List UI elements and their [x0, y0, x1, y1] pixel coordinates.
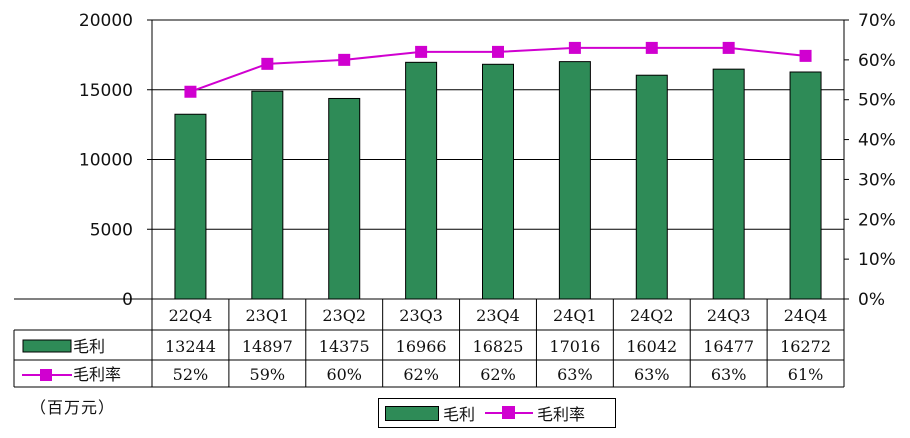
y-right-tick-label: 50% [858, 91, 896, 111]
marker-gross-margin [261, 57, 274, 70]
table-cell-gross-margin: 60% [326, 365, 362, 384]
table-cell-gross-profit: 14375 [319, 337, 370, 356]
bar-gross-profit [712, 68, 745, 300]
table-row-label-bar: 毛利 [73, 337, 105, 356]
legend-line-label: 毛利率 [537, 405, 586, 424]
table-line-key-marker [40, 369, 52, 381]
legend-bar-label: 毛利 [443, 405, 476, 424]
legend-item-bar: 毛利 [385, 401, 475, 425]
legend-item-line: 毛利率 [485, 401, 585, 425]
marker-gross-margin [184, 85, 197, 98]
y-left-tick-label: 10000 [79, 151, 133, 171]
table-cell-gross-margin: 62% [480, 365, 516, 384]
bar-gross-profit [174, 113, 207, 300]
table-cell-gross-margin: 59% [250, 365, 286, 384]
bar-gross-profit [405, 61, 438, 300]
bar-gross-profit [635, 74, 668, 300]
table-cell-gross-profit: 16966 [396, 337, 447, 356]
y-right-tick-label: 0% [858, 290, 885, 310]
y-left-tick-label: 20000 [79, 11, 133, 31]
x-tick-label: 24Q2 [630, 306, 674, 325]
legend-line-swatch [485, 406, 534, 420]
legend-bar-swatch [385, 405, 439, 421]
marker-gross-margin [568, 41, 581, 54]
marker-gross-margin [722, 41, 735, 54]
x-tick-label: 24Q4 [784, 306, 828, 325]
y-right-tick-label: 30% [858, 170, 896, 190]
y-left-tick-label: 0 [122, 290, 133, 310]
y-right-tick-label: 40% [858, 131, 896, 151]
table-row-label-line: 毛利率 [73, 365, 121, 384]
table-cell-gross-margin: 52% [173, 365, 209, 384]
table-cell-gross-profit: 13244 [165, 337, 216, 356]
marker-gross-margin [492, 45, 504, 58]
table-cell-gross-margin: 62% [403, 365, 439, 384]
table-cell-gross-margin: 63% [711, 365, 747, 384]
y-left-tick-label: 5000 [90, 220, 133, 240]
table-cell-gross-profit: 17016 [549, 337, 600, 356]
x-tick-label: 24Q3 [707, 306, 751, 325]
bar-gross-profit [482, 63, 514, 300]
table-cell-gross-margin: 63% [634, 365, 670, 384]
table-cell-gross-profit: 14897 [242, 337, 293, 356]
table-bar-key [22, 339, 72, 353]
bar-gross-profit [558, 61, 591, 300]
table-cell-gross-profit: 16477 [703, 337, 754, 356]
x-tick-label: 23Q3 [399, 306, 443, 325]
marker-gross-margin [415, 45, 428, 58]
marker-gross-margin [338, 53, 351, 66]
y-right-tick-label: 60% [858, 51, 896, 71]
y-right-tick-label: 20% [858, 210, 896, 230]
unit-label: （百万元） [30, 398, 116, 417]
x-tick-label: 23Q2 [322, 306, 366, 325]
table-cell-gross-margin: 61% [788, 365, 824, 384]
legend: 毛利 毛利率 [378, 398, 616, 428]
y-left-tick-label: 15000 [79, 81, 133, 101]
y-right-tick-label: 10% [858, 250, 896, 270]
marker-gross-margin [799, 49, 812, 62]
table-cell-gross-profit: 16272 [780, 337, 831, 356]
x-tick-label: 22Q4 [169, 306, 213, 325]
x-tick-label: 23Q4 [476, 306, 520, 325]
x-tick-label: 24Q1 [553, 306, 597, 325]
bar-gross-profit [328, 97, 361, 300]
y-right-tick-label: 70% [858, 11, 896, 31]
marker-gross-margin [645, 41, 658, 54]
table-cell-gross-profit: 16825 [473, 337, 524, 356]
bar-gross-profit [789, 71, 822, 300]
table-cell-gross-margin: 63% [557, 365, 593, 384]
bar-gross-profit [251, 90, 284, 300]
table-cell-gross-profit: 16042 [626, 337, 677, 356]
x-tick-label: 23Q1 [246, 306, 290, 325]
